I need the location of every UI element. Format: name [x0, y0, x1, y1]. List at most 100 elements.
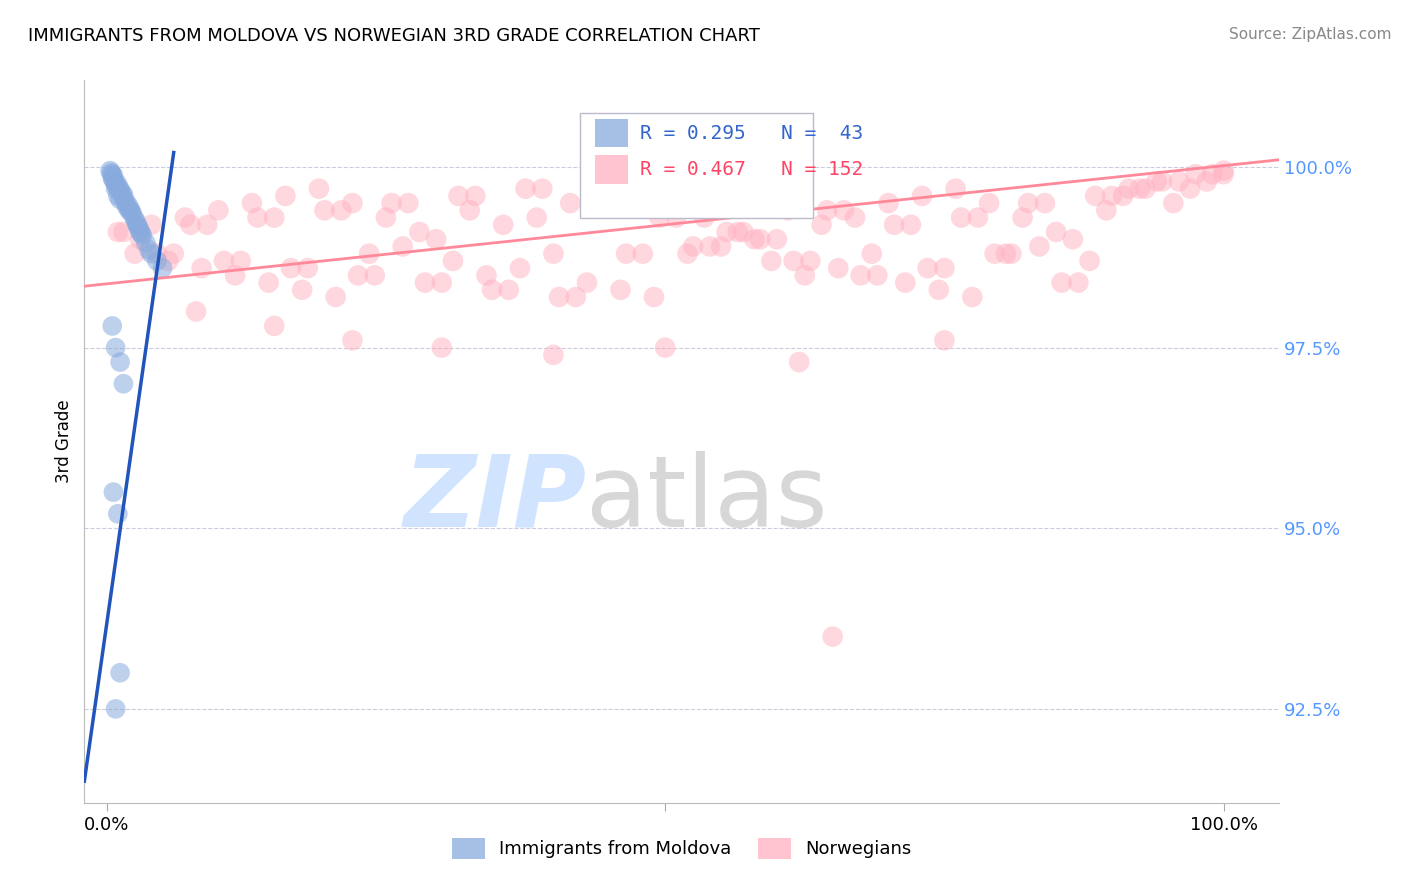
Point: [131, 227, 153, 241]
Point: [146, 246, 169, 260]
Point: [560, 196, 582, 211]
Point: [727, 225, 749, 239]
Point: [124, 246, 146, 260]
Point: [129, 225, 152, 239]
Point: [114, 193, 136, 207]
Point: [827, 261, 849, 276]
Point: [1011, 211, 1033, 225]
Point: [945, 182, 967, 196]
Point: [1067, 276, 1090, 290]
Point: [447, 189, 470, 203]
Point: [104, 341, 127, 355]
Point: [152, 261, 174, 276]
Point: [962, 290, 984, 304]
Point: [129, 232, 152, 246]
Point: [1146, 174, 1168, 188]
Point: [441, 254, 464, 268]
Point: [950, 211, 973, 225]
Point: [103, 174, 125, 188]
Text: atlas: atlas: [586, 450, 828, 548]
Point: [263, 211, 285, 225]
Point: [928, 283, 950, 297]
Point: [900, 218, 922, 232]
Point: [866, 268, 889, 283]
Point: [693, 211, 716, 225]
Point: [138, 243, 160, 257]
Point: [821, 630, 844, 644]
Point: [1050, 276, 1073, 290]
Point: [121, 207, 143, 221]
Point: [425, 232, 447, 246]
Point: [849, 268, 872, 283]
Point: [1101, 189, 1123, 203]
Point: [229, 254, 252, 268]
Point: [190, 261, 212, 276]
Point: [498, 283, 520, 297]
Point: [308, 182, 330, 196]
Point: [665, 211, 688, 225]
Point: [112, 187, 135, 202]
Point: [776, 203, 799, 218]
Point: [710, 239, 733, 253]
Point: [464, 189, 486, 203]
Point: [1135, 182, 1157, 196]
Point: [894, 276, 917, 290]
Point: [104, 702, 127, 716]
Point: [1000, 246, 1022, 260]
Point: [994, 246, 1017, 260]
Point: [246, 211, 269, 225]
Point: [609, 283, 631, 297]
Point: [883, 218, 905, 232]
Point: [374, 211, 396, 225]
Point: [430, 341, 453, 355]
Point: [543, 246, 565, 260]
Point: [101, 167, 124, 181]
Point: [1062, 232, 1084, 246]
Point: [1017, 196, 1039, 211]
Point: [107, 182, 129, 196]
Point: [1078, 254, 1101, 268]
Point: [380, 196, 402, 211]
Point: [1152, 174, 1174, 188]
Point: [1212, 167, 1234, 181]
Point: [263, 318, 285, 333]
Point: [103, 169, 125, 183]
Point: [112, 376, 135, 391]
Point: [115, 200, 138, 214]
Point: [844, 211, 866, 225]
Point: [120, 202, 142, 216]
Point: [1178, 182, 1201, 196]
Point: [98, 163, 121, 178]
Point: [1129, 182, 1152, 196]
Point: [117, 197, 139, 211]
Point: [1184, 167, 1206, 181]
Point: [108, 193, 131, 207]
Point: [430, 276, 453, 290]
Point: [565, 290, 588, 304]
Point: [815, 203, 838, 218]
Point: [173, 211, 195, 225]
Point: [135, 235, 157, 250]
Point: [548, 290, 571, 304]
Point: [934, 334, 956, 348]
Point: [141, 218, 163, 232]
Point: [1168, 174, 1191, 188]
Point: [934, 261, 956, 276]
FancyBboxPatch shape: [595, 155, 628, 184]
Point: [911, 189, 934, 203]
Point: [581, 196, 603, 211]
Point: [163, 246, 186, 260]
Point: [917, 261, 939, 276]
Point: [676, 246, 699, 260]
FancyBboxPatch shape: [595, 120, 628, 147]
Point: [1112, 189, 1135, 203]
Text: R = 0.467   N = 152: R = 0.467 N = 152: [640, 160, 863, 178]
Point: [125, 218, 148, 232]
Point: [101, 170, 124, 185]
Point: [280, 261, 302, 276]
Point: [107, 189, 129, 203]
Point: [364, 268, 387, 283]
Point: [125, 214, 148, 228]
Point: [108, 665, 131, 680]
Point: [1118, 182, 1140, 196]
